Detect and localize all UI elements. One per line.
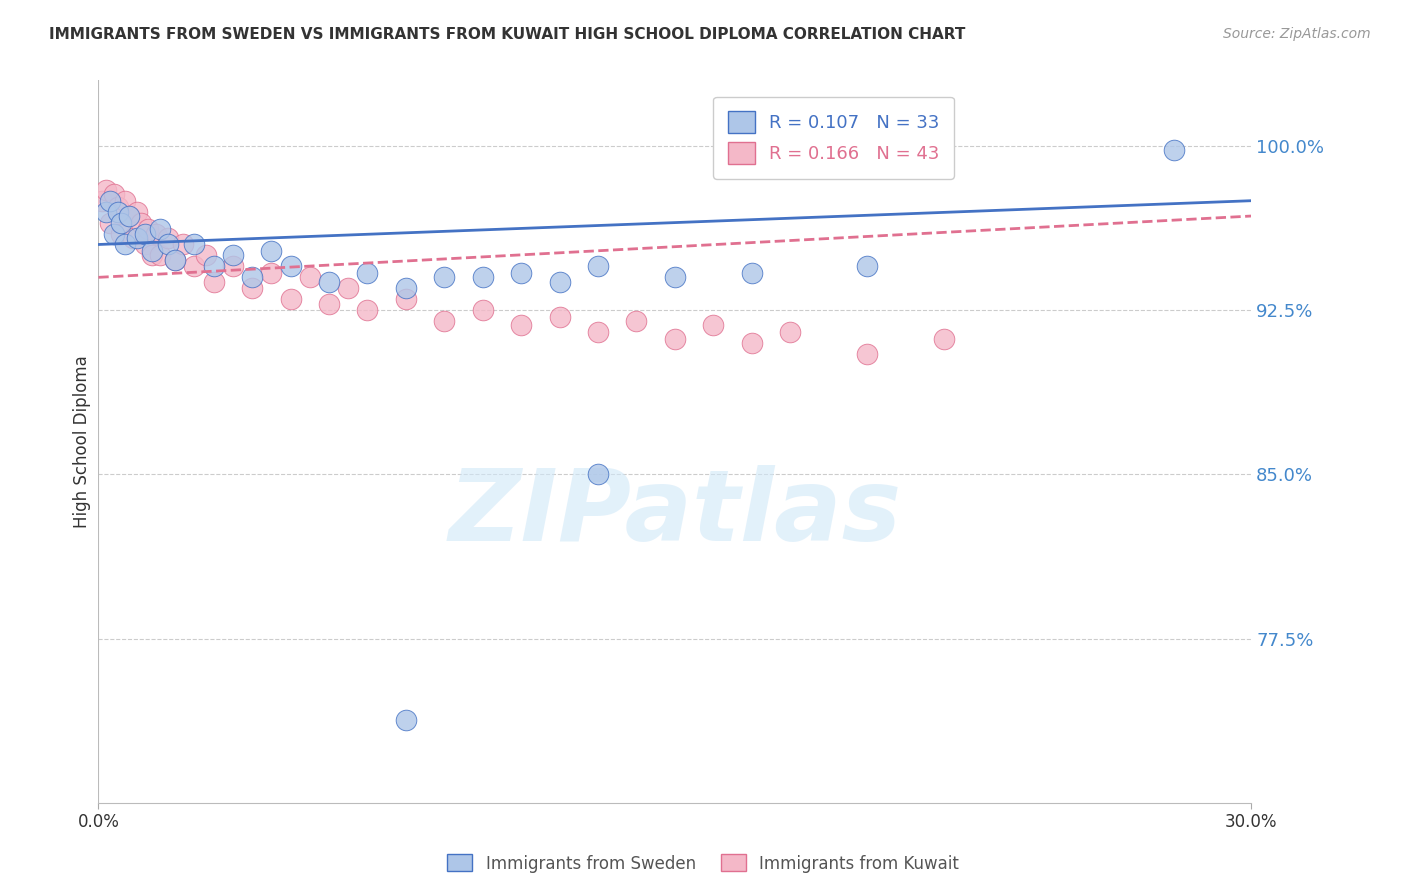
Point	[98, 216, 121, 230]
Point	[103, 227, 125, 241]
Point	[395, 292, 418, 306]
Point	[195, 248, 218, 262]
Point	[118, 209, 141, 223]
Point	[172, 237, 194, 252]
Point	[548, 310, 571, 324]
Point	[337, 281, 360, 295]
Point	[356, 266, 378, 280]
Point	[395, 281, 418, 295]
Point	[222, 248, 245, 262]
Point	[141, 248, 163, 262]
Point	[141, 244, 163, 258]
Point	[626, 314, 648, 328]
Point	[98, 194, 121, 208]
Point	[510, 318, 533, 333]
Point	[1163, 144, 1185, 158]
Point	[125, 231, 148, 245]
Point	[471, 303, 494, 318]
Point	[586, 467, 609, 482]
Point	[298, 270, 321, 285]
Point	[125, 204, 148, 219]
Point	[433, 270, 456, 285]
Point	[94, 204, 117, 219]
Y-axis label: High School Diploma: High School Diploma	[73, 355, 91, 528]
Point	[149, 248, 172, 262]
Point	[240, 281, 263, 295]
Point	[110, 227, 132, 241]
Point	[202, 260, 225, 274]
Point	[702, 318, 724, 333]
Point	[395, 713, 418, 727]
Legend: Immigrants from Sweden, Immigrants from Kuwait: Immigrants from Sweden, Immigrants from …	[440, 847, 966, 880]
Point	[149, 222, 172, 236]
Point	[122, 231, 145, 245]
Point	[240, 270, 263, 285]
Point	[94, 183, 117, 197]
Point	[156, 237, 179, 252]
Point	[586, 260, 609, 274]
Point	[183, 237, 205, 252]
Point	[664, 332, 686, 346]
Text: IMMIGRANTS FROM SWEDEN VS IMMIGRANTS FROM KUWAIT HIGH SCHOOL DIPLOMA CORRELATION: IMMIGRANTS FROM SWEDEN VS IMMIGRANTS FRO…	[49, 27, 966, 42]
Point	[114, 194, 136, 208]
Point	[318, 296, 340, 310]
Point	[134, 227, 156, 241]
Point	[741, 336, 763, 351]
Point	[471, 270, 494, 285]
Point	[138, 222, 160, 236]
Point	[280, 292, 302, 306]
Point	[548, 275, 571, 289]
Point	[114, 237, 136, 252]
Point	[741, 266, 763, 280]
Point	[260, 244, 283, 258]
Point	[510, 266, 533, 280]
Point	[856, 347, 879, 361]
Point	[134, 237, 156, 252]
Point	[183, 260, 205, 274]
Point	[856, 260, 879, 274]
Point	[356, 303, 378, 318]
Point	[664, 270, 686, 285]
Point	[107, 204, 129, 219]
Point	[129, 216, 152, 230]
Point	[165, 252, 187, 267]
Point	[932, 332, 955, 346]
Point	[202, 275, 225, 289]
Point	[103, 187, 125, 202]
Point	[110, 216, 132, 230]
Point	[118, 209, 141, 223]
Text: Source: ZipAtlas.com: Source: ZipAtlas.com	[1223, 27, 1371, 41]
Point	[280, 260, 302, 274]
Point	[156, 231, 179, 245]
Legend: R = 0.107   N = 33, R = 0.166   N = 43: R = 0.107 N = 33, R = 0.166 N = 43	[713, 96, 955, 178]
Point	[586, 325, 609, 339]
Point	[260, 266, 283, 280]
Point	[165, 252, 187, 267]
Point	[779, 325, 801, 339]
Point	[433, 314, 456, 328]
Point	[91, 194, 114, 208]
Point	[318, 275, 340, 289]
Point	[145, 227, 167, 241]
Point	[222, 260, 245, 274]
Point	[107, 200, 129, 214]
Text: ZIPatlas: ZIPatlas	[449, 466, 901, 562]
